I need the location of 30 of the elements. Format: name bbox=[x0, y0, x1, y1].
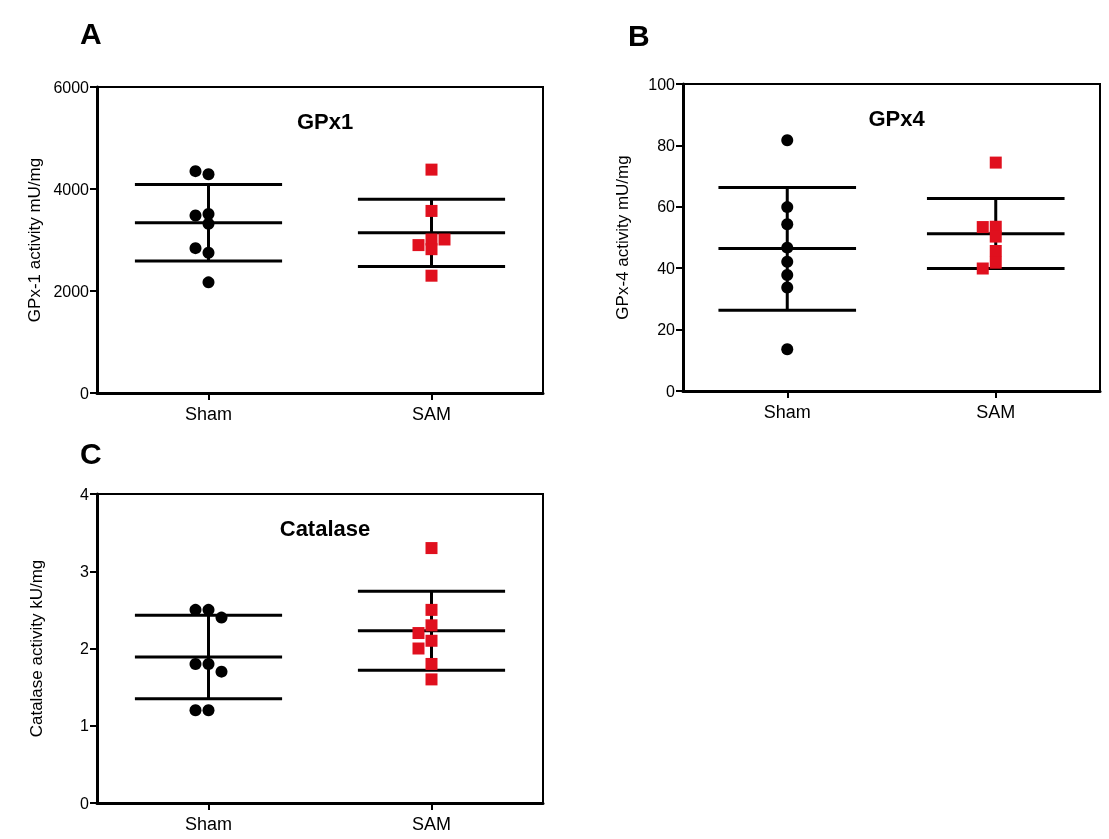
x-tick-label: Sham bbox=[184, 404, 233, 424]
y-tick-label: 60 bbox=[657, 198, 676, 216]
y-tick-label: 6000 bbox=[53, 78, 90, 96]
y-tick-label: 2000 bbox=[53, 282, 90, 300]
text: A bbox=[80, 16, 102, 50]
y-tick-label: 80 bbox=[657, 136, 676, 154]
text: B bbox=[628, 18, 650, 52]
text: GPx4 bbox=[868, 105, 926, 131]
text: C bbox=[80, 436, 102, 470]
text: Catalase bbox=[279, 515, 371, 541]
y-tick-label: 40 bbox=[657, 259, 676, 277]
y-tick-label: 0 bbox=[666, 382, 676, 400]
y-tick-label: 3 bbox=[80, 562, 90, 580]
y-tick-label: 2 bbox=[80, 640, 90, 657]
x-tick-label: Sham bbox=[763, 402, 811, 422]
x-tick-label: SAM bbox=[411, 404, 452, 424]
x-tick-label: SAM bbox=[976, 402, 1016, 422]
y-tick-label: 0 bbox=[80, 794, 90, 812]
x-tick-label: Sham bbox=[184, 814, 233, 834]
y-tick-label: 20 bbox=[657, 321, 676, 339]
y-axis-title: GPx-4 activity mU/mg bbox=[613, 155, 632, 320]
y-tick-label: 1 bbox=[80, 717, 90, 735]
x-tick-label: SAM bbox=[411, 814, 452, 834]
y-tick-label: 4000 bbox=[53, 180, 90, 198]
y-tick-label: 4 bbox=[80, 485, 90, 503]
y-axis-title: GPx-1 activity mU/mg bbox=[24, 157, 44, 323]
y-tick-label: 100 bbox=[648, 75, 676, 93]
text: GPx1 bbox=[296, 108, 354, 134]
y-axis-title: Catalase activity kU/mg bbox=[27, 559, 46, 738]
y-tick-label: 0 bbox=[80, 384, 90, 402]
